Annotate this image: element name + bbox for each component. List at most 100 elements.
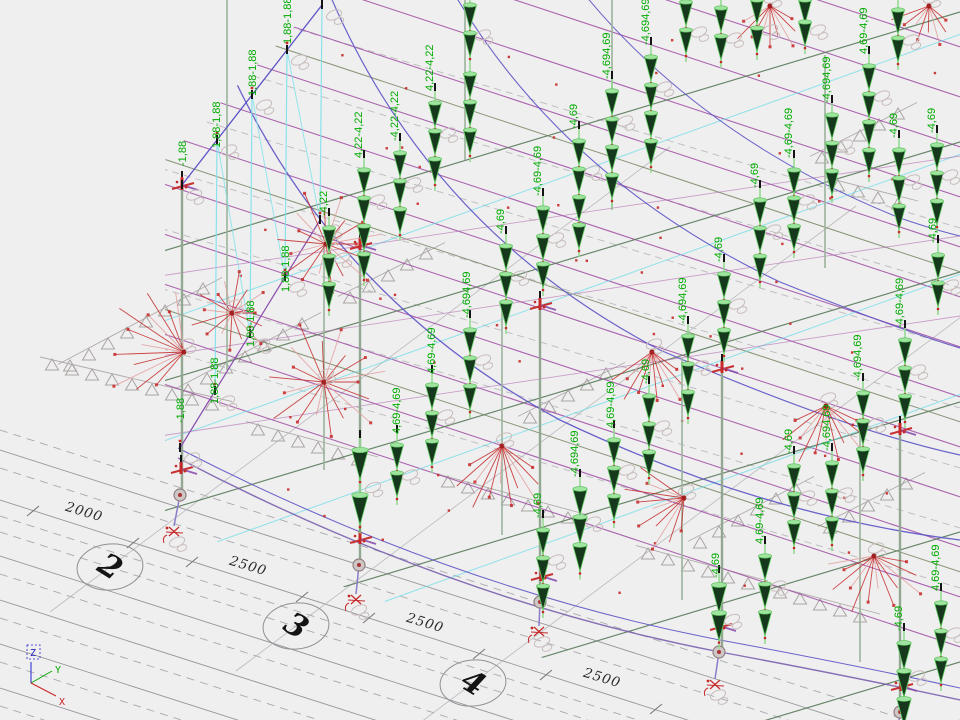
load-arrow-column[interactable] (462, 310, 494, 418)
load-arrow-column[interactable] (571, 121, 603, 257)
load-value-label[interactable]: -4,69 (893, 606, 905, 631)
fan-node[interactable] (456, 431, 540, 508)
mesh-member[interactable] (0, 79, 960, 398)
mesh-member[interactable] (0, 0, 960, 248)
node-dot[interactable] (757, 74, 761, 77)
mesh-member[interactable] (0, 0, 960, 148)
mesh-member[interactable] (0, 401, 960, 691)
fan-hub[interactable] (681, 495, 687, 501)
node-dot[interactable] (781, 242, 784, 246)
node-dot[interactable] (433, 361, 436, 364)
mesh-member[interactable] (0, 0, 960, 98)
load-arrow-column[interactable] (929, 125, 960, 233)
fan-hub[interactable] (229, 310, 235, 316)
node-cluster-core[interactable] (179, 462, 183, 474)
mesh-member[interactable] (0, 33, 960, 381)
node-dot[interactable] (518, 360, 521, 363)
node-cluster-bar[interactable] (181, 184, 199, 191)
node-cluster-core[interactable] (358, 238, 362, 250)
fan-hub[interactable] (871, 553, 877, 559)
node-dot[interactable] (400, 146, 404, 149)
load-arrow-column[interactable] (824, 95, 856, 203)
load-value-label[interactable]: 4,22-4,22 (353, 112, 365, 158)
load-value-label[interactable]: -4,69 (888, 113, 900, 138)
load-arrow-column[interactable] (604, 71, 636, 207)
load-value-label[interactable]: 4,69-4,69 (858, 8, 870, 54)
node-dot[interactable] (823, 454, 827, 458)
mesh-member[interactable] (0, 141, 960, 431)
grid-line[interactable] (0, 599, 960, 720)
load-arrow-column[interactable] (749, 0, 781, 60)
load-arrow-column[interactable] (462, 0, 494, 162)
node-dot[interactable] (618, 591, 621, 594)
mesh-member[interactable] (0, 29, 960, 348)
load-arrow-column[interactable] (606, 420, 638, 528)
mesh-member[interactable] (0, 254, 960, 573)
load-value-label[interactable]: -4,694,69 (821, 405, 833, 451)
load-value-label[interactable]: -4,69 (783, 429, 795, 454)
mesh-member[interactable] (0, 11, 960, 301)
load-value-label[interactable]: -4,69 (927, 218, 939, 243)
load-value-label[interactable]: -4,22 (318, 191, 330, 216)
load-value-label[interactable]: -4,69-4,69 (532, 146, 544, 196)
node-dot[interactable] (343, 407, 347, 411)
mesh-member[interactable] (0, 661, 960, 720)
node-dot[interactable] (652, 332, 656, 336)
mesh-member[interactable] (0, 129, 960, 448)
load-value-label[interactable]: -4,69 (749, 163, 761, 188)
load-arrow-column[interactable] (891, 130, 923, 238)
load-arrow-column[interactable] (535, 510, 567, 618)
mesh-member[interactable] (0, 393, 960, 720)
load-value-label[interactable]: 4,69-4,69 (391, 388, 403, 434)
fan-hub[interactable] (926, 3, 932, 9)
fan-node[interactable] (191, 270, 265, 352)
load-value-label[interactable]: -4,69 (710, 553, 722, 578)
edge-diagonal-cyan[interactable] (251, 94, 286, 278)
fan-node[interactable] (112, 292, 197, 390)
load-value-label[interactable]: -4,69 (640, 359, 652, 384)
load-arrow-column[interactable] (392, 133, 424, 241)
load-value-label[interactable]: 1,88-1,88 (280, 246, 292, 292)
load-value-label[interactable]: -4,694,69 (640, 0, 652, 45)
load-arrow[interactable] (750, 0, 764, 26)
mesh-member[interactable] (0, 153, 960, 501)
load-arrow-column[interactable] (752, 180, 784, 288)
load-value-label[interactable]: 1,88-1,88 (245, 301, 257, 347)
load-arrow-column[interactable] (824, 443, 856, 551)
node-cluster-bar[interactable] (721, 367, 739, 374)
load-value-label[interactable]: -4,694,69 (601, 33, 613, 79)
load-value-label[interactable]: 4,69-4,69 (605, 382, 617, 428)
node-dot[interactable] (495, 323, 499, 327)
load-arrow-column[interactable] (897, 320, 929, 428)
node-dot[interactable] (741, 367, 744, 370)
load-value-label[interactable]: -4,694,69 (677, 278, 689, 324)
fan-hub[interactable] (499, 443, 505, 449)
cable-curve[interactable] (584, 0, 960, 237)
mesh-member[interactable] (0, 0, 960, 198)
node-dot[interactable] (885, 492, 889, 495)
load-arrow-column[interactable] (797, 0, 829, 54)
node-dot[interactable] (341, 54, 344, 57)
node-dot[interactable] (661, 384, 664, 388)
support-symbol[interactable] (703, 679, 729, 706)
node-dot[interactable] (264, 228, 267, 232)
node-cluster-bar[interactable] (180, 468, 198, 475)
edge-diagonal-cyan[interactable] (286, 49, 321, 221)
cable-curve[interactable] (177, 457, 960, 701)
load-arrow-column[interactable] (711, 565, 743, 649)
grid-line[interactable] (0, 555, 960, 720)
cable-curve[interactable] (329, 0, 960, 456)
node-dot[interactable] (506, 206, 510, 209)
node-cluster-core[interactable] (898, 423, 902, 435)
node-dot[interactable] (404, 87, 408, 90)
load-value-label[interactable]: 4,69-4,69 (426, 328, 438, 374)
load-arrow-column[interactable] (786, 150, 818, 258)
fan-hub[interactable] (181, 349, 187, 355)
fan-node[interactable] (624, 467, 697, 551)
node-dot[interactable] (818, 200, 821, 203)
load-arrow-column[interactable] (786, 446, 818, 554)
support-symbol[interactable] (527, 626, 553, 653)
node-dot[interactable] (671, 316, 674, 319)
node-dot[interactable] (416, 202, 419, 205)
node-dot[interactable] (239, 274, 242, 278)
